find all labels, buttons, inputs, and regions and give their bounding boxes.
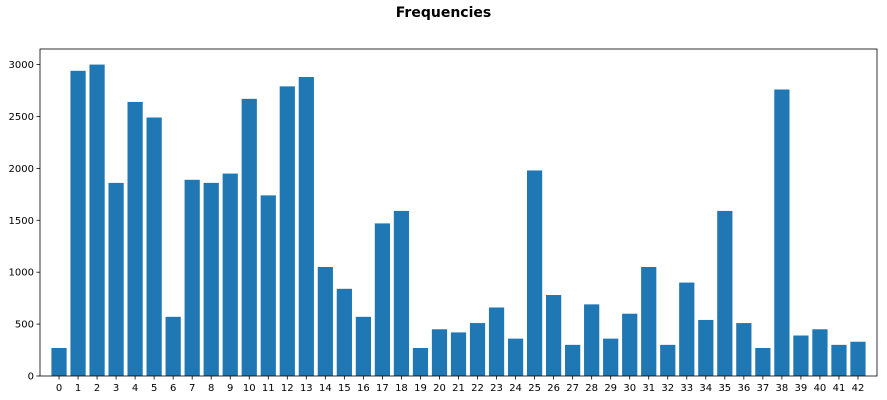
x-tick-label: 21 [452, 383, 465, 394]
x-tick-label: 19 [414, 383, 427, 394]
x-tick-label: 36 [737, 383, 750, 394]
x-tick-label: 10 [243, 383, 256, 394]
x-tick-label: 3 [113, 383, 119, 394]
x-tick-label: 40 [814, 383, 827, 394]
bar-4 [127, 101, 143, 376]
bar-9 [222, 173, 238, 376]
x-tick-label: 31 [642, 383, 655, 394]
x-tick-label: 7 [189, 383, 195, 394]
bar-6 [165, 316, 181, 376]
bar-27 [565, 344, 581, 376]
bar-7 [184, 179, 200, 376]
bar-29 [603, 338, 619, 376]
x-tick-label: 22 [471, 383, 484, 394]
x-tick-label: 11 [262, 383, 275, 394]
x-tick-label: 25 [528, 383, 541, 394]
bar-40 [812, 329, 828, 376]
chart-title: Frequencies [395, 5, 492, 21]
bar-5 [146, 117, 162, 376]
x-tick-label: 0 [56, 383, 62, 394]
x-tick-label: 35 [718, 383, 731, 394]
x-tick-label: 8 [208, 383, 214, 394]
x-tick-label: 28 [585, 383, 598, 394]
bar-16 [355, 316, 371, 376]
bar-20 [431, 329, 448, 376]
x-tick-label: 23 [490, 383, 503, 394]
bar-39 [793, 335, 809, 376]
x-tick-label: 4 [132, 383, 138, 394]
y-tick-label: 0 [28, 372, 34, 383]
x-tick-label: 12 [281, 383, 294, 394]
x-tick-label: 14 [319, 383, 332, 394]
bar-41 [831, 344, 847, 376]
bar-32 [660, 344, 676, 376]
x-tick-label: 1 [75, 383, 81, 394]
x-tick-label: 38 [776, 383, 789, 394]
x-tick-label: 13 [300, 383, 313, 394]
x-tick-label: 15 [338, 383, 351, 394]
y-tick-label: 2000 [9, 164, 34, 175]
x-tick-label: 18 [395, 383, 408, 394]
bar-22 [469, 323, 486, 376]
y-tick-label: 500 [15, 320, 34, 331]
x-tick-label: 32 [661, 383, 674, 394]
bar-34 [698, 319, 714, 376]
bar-31 [641, 267, 657, 376]
bar-24 [507, 338, 524, 376]
bar-3 [108, 182, 124, 376]
bar-0 [51, 347, 67, 376]
x-tick-label: 37 [756, 383, 769, 394]
bar-36 [736, 323, 752, 376]
x-tick-label: 5 [151, 383, 157, 394]
bar-18 [393, 210, 410, 376]
x-tick-label: 42 [852, 383, 865, 394]
y-tick-label: 3000 [9, 60, 34, 71]
bar-8 [203, 182, 219, 376]
bar-1 [70, 70, 86, 377]
bar-11 [260, 195, 276, 376]
bar-25 [526, 170, 543, 376]
bar-26 [546, 295, 562, 376]
bar-23 [488, 307, 505, 376]
x-tick-label: 6 [170, 383, 176, 394]
y-tick-label: 1500 [9, 216, 34, 227]
x-tick-label: 16 [357, 383, 370, 394]
bar-2 [89, 64, 105, 376]
bar-15 [336, 288, 352, 376]
x-tick-label: 27 [566, 383, 579, 394]
bar-12 [279, 86, 295, 377]
x-tick-label: 2 [94, 383, 100, 394]
bar-13 [298, 77, 314, 376]
x-tick-label: 9 [227, 383, 233, 394]
bar-30 [622, 313, 638, 376]
x-tick-label: 17 [376, 383, 389, 394]
bars-group [51, 64, 866, 377]
x-tick-label: 34 [699, 383, 712, 394]
x-tick-label: 20 [433, 383, 446, 394]
bar-33 [679, 282, 695, 376]
bar-38 [774, 89, 790, 377]
bar-19 [412, 347, 429, 376]
x-tick-label: 30 [623, 383, 636, 394]
bar-21 [450, 332, 467, 376]
x-tick-label: 39 [795, 383, 808, 394]
bar-35 [717, 210, 733, 376]
bar-17 [374, 223, 391, 376]
x-tick-label: 26 [547, 383, 560, 394]
bar-14 [317, 267, 333, 376]
bar-42 [850, 341, 866, 376]
x-tick-label: 41 [833, 383, 846, 394]
bar-37 [755, 347, 771, 376]
x-tick-label: 33 [680, 383, 693, 394]
x-tick-label: 29 [604, 383, 617, 394]
y-tick-label: 2500 [9, 112, 34, 123]
bar-28 [584, 304, 600, 376]
x-tick-label: 24 [509, 383, 522, 394]
y-tick-label: 1000 [9, 268, 34, 279]
bar-10 [241, 98, 257, 376]
